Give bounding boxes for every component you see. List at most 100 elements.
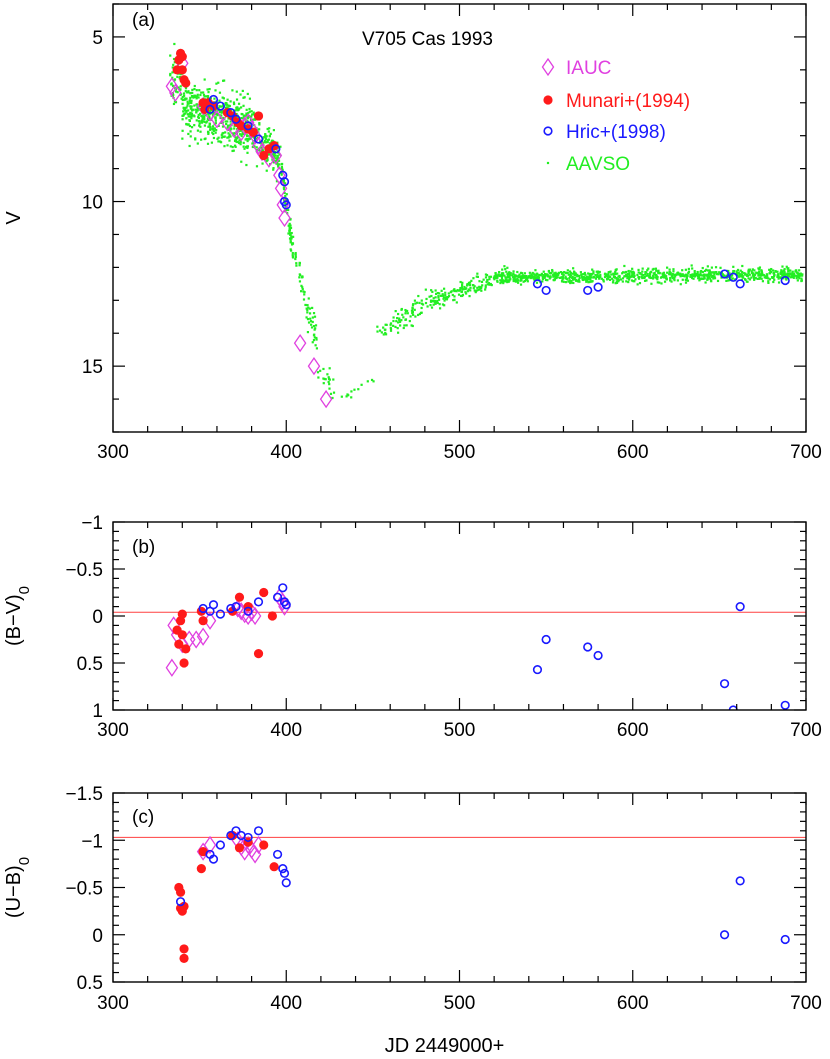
aavso-point bbox=[305, 307, 308, 310]
aavso-point bbox=[434, 301, 438, 304]
aavso-point bbox=[768, 268, 771, 271]
aavso-point bbox=[479, 287, 482, 290]
aavso-point bbox=[248, 110, 251, 113]
aavso-point bbox=[208, 116, 211, 120]
aavso-point bbox=[413, 299, 417, 302]
aavso-point bbox=[398, 318, 401, 321]
aavso-point bbox=[238, 133, 242, 136]
aavso-point bbox=[459, 294, 463, 298]
y-tick-label: 0 bbox=[92, 607, 103, 628]
aavso-point bbox=[506, 274, 509, 277]
aavso-point bbox=[196, 109, 199, 112]
aavso-point bbox=[760, 270, 763, 273]
aavso-point bbox=[784, 276, 787, 279]
aavso-point bbox=[500, 272, 504, 275]
aavso-point bbox=[215, 82, 218, 85]
legend: IAUC Munari+(1994) Hric+(1998) AAVSO bbox=[541, 57, 690, 175]
aavso-point bbox=[484, 284, 487, 287]
aavso-point bbox=[189, 112, 192, 116]
aavso-point bbox=[241, 131, 244, 134]
aavso-point bbox=[191, 88, 194, 91]
aavso-point bbox=[573, 273, 577, 277]
aavso-point bbox=[210, 141, 213, 144]
panel-label: (c) bbox=[132, 807, 154, 828]
aavso-point bbox=[474, 290, 477, 293]
aavso-point bbox=[245, 108, 248, 111]
data-point bbox=[243, 606, 253, 616]
aavso-point bbox=[265, 135, 268, 138]
aavso-point bbox=[238, 141, 241, 145]
aavso-point bbox=[292, 235, 295, 238]
aavso-point bbox=[424, 288, 427, 291]
plot-frame bbox=[112, 3, 807, 433]
aavso-point bbox=[426, 305, 429, 308]
panel-label: (a) bbox=[132, 10, 155, 31]
aavso-point bbox=[261, 162, 264, 165]
aavso-point bbox=[179, 88, 182, 91]
y-axis-label: (B−V)0 bbox=[3, 586, 33, 646]
aavso-point bbox=[184, 87, 188, 90]
aavso-point bbox=[193, 104, 196, 107]
aavso-point bbox=[301, 288, 304, 291]
aavso-point bbox=[523, 272, 526, 275]
aavso-point bbox=[392, 319, 395, 323]
aavso-point bbox=[787, 275, 790, 278]
aavso-point bbox=[708, 269, 711, 272]
aavso-point bbox=[572, 270, 576, 273]
aavso-point bbox=[189, 101, 193, 104]
aavso-point bbox=[714, 266, 718, 269]
aavso-point bbox=[521, 276, 524, 279]
aavso-point bbox=[560, 276, 563, 279]
aavso-point bbox=[461, 293, 465, 297]
aavso-point bbox=[239, 93, 242, 96]
aavso-point bbox=[572, 267, 575, 270]
data-point bbox=[271, 144, 281, 154]
aavso-point bbox=[199, 125, 202, 128]
aavso-point bbox=[441, 293, 444, 296]
aavso-point bbox=[385, 323, 388, 326]
aavso-point bbox=[512, 272, 515, 275]
aavso-point bbox=[208, 115, 211, 118]
aavso-point bbox=[673, 276, 676, 279]
aavso-point bbox=[246, 92, 249, 96]
aavso-point bbox=[179, 85, 182, 88]
aavso-point bbox=[169, 72, 172, 76]
aavso-point bbox=[643, 276, 646, 280]
aavso-point bbox=[505, 270, 508, 273]
aavso-point bbox=[566, 271, 569, 275]
series-hric-1998- bbox=[205, 94, 790, 296]
aavso-point bbox=[350, 390, 353, 393]
aavso-point bbox=[382, 326, 385, 329]
aavso-point bbox=[573, 276, 577, 279]
data-point bbox=[174, 639, 184, 649]
aavso-point bbox=[252, 113, 255, 116]
aavso-point bbox=[517, 275, 521, 279]
aavso-point bbox=[487, 282, 491, 285]
aavso-point bbox=[672, 268, 675, 271]
aavso-point bbox=[238, 107, 241, 110]
aavso-point bbox=[443, 287, 446, 290]
aavso-point bbox=[583, 278, 586, 281]
aavso-point bbox=[798, 269, 801, 272]
aavso-point bbox=[180, 93, 183, 96]
aavso-point bbox=[777, 277, 780, 280]
data-point bbox=[281, 600, 291, 610]
aavso-point bbox=[568, 275, 572, 278]
aavso-point bbox=[267, 130, 270, 133]
aavso-point bbox=[231, 149, 234, 153]
aavso-point bbox=[202, 91, 205, 94]
aavso-point bbox=[548, 277, 551, 280]
aavso-point bbox=[281, 168, 284, 172]
aavso-point bbox=[705, 268, 708, 271]
aavso-point bbox=[463, 285, 466, 289]
aavso-point bbox=[247, 111, 250, 115]
data-point bbox=[196, 864, 206, 874]
data-point bbox=[234, 592, 245, 602]
aavso-point bbox=[508, 273, 512, 277]
aavso-point bbox=[417, 313, 420, 317]
aavso-point bbox=[201, 117, 204, 120]
aavso-point bbox=[411, 324, 414, 328]
aavso-point bbox=[277, 159, 281, 162]
aavso-point bbox=[370, 378, 374, 382]
aavso-point bbox=[436, 291, 439, 295]
